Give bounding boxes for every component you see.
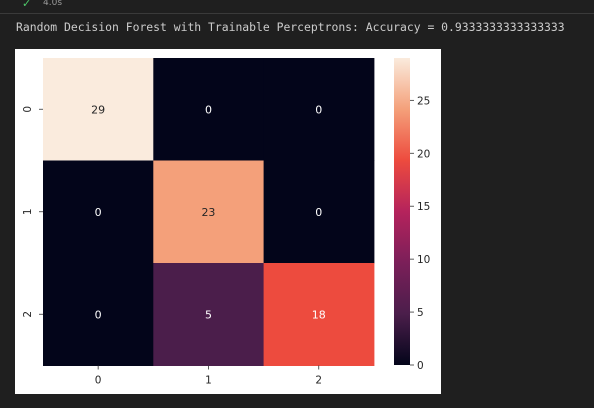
colorbar-tick-label: 5 bbox=[417, 307, 424, 319]
colorbar-tick-label: 15 bbox=[417, 201, 430, 213]
x-tick-label: 2 bbox=[315, 375, 322, 387]
x-tick-label: 1 bbox=[205, 375, 212, 387]
colorbar-tick-label: 20 bbox=[417, 148, 430, 160]
y-tick-label: 0 bbox=[22, 106, 34, 113]
cell-value-0-0: 29 bbox=[91, 103, 105, 116]
confusion-matrix-figure: 29 0 0 0 23 0 0 5 18 0 1 2 0 1 2 0 5 10 15 20 25 bbox=[15, 49, 441, 394]
cell-value-2-0: 0 bbox=[95, 308, 102, 321]
cell-value-0-2: 0 bbox=[315, 103, 322, 116]
colorbar-tick-label: 10 bbox=[417, 254, 430, 266]
colorbar-tick-label: 25 bbox=[417, 95, 430, 107]
cell-output-text: Random Decision Forest with Trainable Pe… bbox=[16, 20, 565, 34]
y-tick-label: 1 bbox=[22, 208, 34, 215]
cell-value-2-2: 18 bbox=[312, 308, 326, 321]
colorbar-tick-label: 0 bbox=[417, 360, 424, 372]
cell-value-1-0: 0 bbox=[95, 206, 102, 219]
y-tick-label: 2 bbox=[22, 311, 34, 318]
cell-value-0-1: 0 bbox=[205, 103, 212, 116]
cell-status-bar: ✓ 4.0s bbox=[0, 0, 594, 14]
x-tick-label: 0 bbox=[95, 375, 102, 387]
cell-value-2-1: 5 bbox=[205, 308, 212, 321]
cell-value-1-1: 23 bbox=[201, 206, 215, 219]
check-icon: ✓ bbox=[22, 0, 31, 10]
colorbar bbox=[394, 58, 410, 365]
execution-time: 4.0s bbox=[43, 0, 62, 8]
cell-value-1-2: 0 bbox=[315, 206, 322, 219]
